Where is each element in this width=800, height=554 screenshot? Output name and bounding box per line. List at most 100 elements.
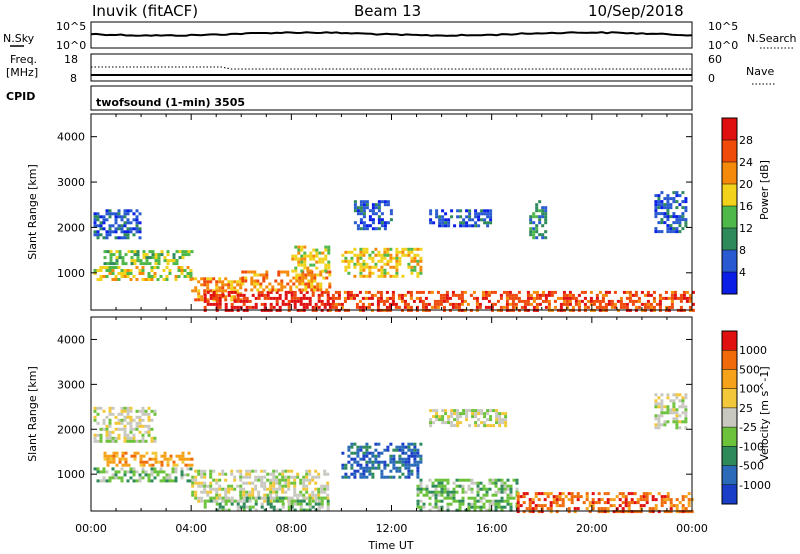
- velocity-y-axis: 1000 2000 3000 4000: [57, 333, 692, 481]
- date-title: 10/Sep/2018: [588, 2, 684, 20]
- cpid-row: CPID twofsound (1-min) 3505: [6, 85, 693, 111]
- region-0: [93, 467, 193, 483]
- power-ylabel: Slant Range [km]: [26, 164, 39, 260]
- region-12: [654, 191, 688, 234]
- nsearch-tick-top: 10^5: [708, 20, 738, 33]
- region-8: [429, 409, 508, 428]
- nsky-line: [90, 31, 693, 37]
- colorbar-tick-label: 1000: [739, 344, 767, 357]
- colorbar-tick-label: 25: [739, 402, 753, 415]
- colorbar-tick-label: 20: [739, 178, 753, 191]
- power-y-axis: 1000 2000 3000 4000: [57, 131, 692, 280]
- colorbar-segment: [722, 250, 737, 272]
- colorbar-tick-label: 12: [739, 222, 753, 235]
- region-5: [291, 245, 331, 273]
- region-9: [353, 200, 393, 231]
- velocity-cells: [93, 393, 694, 514]
- region-6: [516, 492, 694, 514]
- region-4: [241, 270, 332, 292]
- colorbar-segment: [722, 184, 737, 206]
- colorbar-tick-label: 16: [739, 200, 753, 213]
- region-6: [341, 247, 423, 278]
- colorbar-segment: [722, 331, 737, 351]
- freq-panel: Freq. [MHz] 18 8 60 0 Nave: [6, 53, 776, 85]
- y-tick-label: 4000: [57, 131, 85, 144]
- colorbar-tick-label: -500: [739, 460, 764, 473]
- colorbar-segment: [722, 272, 737, 294]
- x-tick-label: 00:00: [75, 522, 107, 535]
- x-tick-label: 16:00: [476, 522, 508, 535]
- colorbar-segment: [722, 350, 737, 370]
- colorbar-tick-label: -25: [739, 421, 757, 434]
- region-11: [529, 200, 548, 240]
- colorbar-tick-label: -100: [739, 440, 764, 453]
- station-title: Inuvik (fitACF): [92, 2, 198, 20]
- y-tick-label: 3000: [57, 176, 85, 189]
- colorbar-segment: [722, 484, 737, 504]
- region-3: [203, 290, 330, 312]
- x-tick-label: 12:00: [376, 522, 408, 535]
- colorbar-segment: [722, 162, 737, 184]
- nsearch-tick-bottom: 10^0: [708, 39, 738, 52]
- nsky-tick-top: 10^5: [56, 20, 86, 33]
- region-10: [429, 209, 493, 228]
- power-x-tickmarks: [90, 114, 693, 310]
- region-1: [103, 451, 194, 467]
- freq-label: Freq.: [10, 53, 37, 66]
- power-cells: [93, 191, 695, 312]
- freq-tick-bottom: 8: [70, 72, 77, 85]
- colorbar-segment: [722, 427, 737, 447]
- power-panel: 1000 2000 3000 4000 Slant Range [km] 4 8 12 16…: [26, 113, 771, 312]
- velocity-colorbar: 1000 500 100 25 -25 -100 -500 -1000: [721, 330, 771, 505]
- colorbar-segment: [722, 446, 737, 466]
- region-1: [103, 250, 194, 266]
- velocity-x-axis: 00:00 04:00 08:00 12:00 16:00 20:00 00:00: [75, 317, 708, 535]
- x-tick-label: 08:00: [275, 522, 307, 535]
- x-tick-label: 20:00: [576, 522, 608, 535]
- colorbar-tick-label: 28: [739, 134, 753, 147]
- power-colorbar: 4 8 12 16 20 24 28: [721, 117, 753, 295]
- x-tick-label: 00:00: [676, 522, 708, 535]
- nave-tick-bottom: 0: [708, 72, 715, 85]
- y-tick-label: 3000: [57, 378, 85, 391]
- colorbar-segment: [722, 407, 737, 428]
- colorbar-tick-label: 4: [739, 266, 746, 279]
- nave-label: Nave: [746, 65, 774, 78]
- cpid-label: CPID: [6, 90, 35, 103]
- power-colorbar-label: Power [dB]: [758, 160, 771, 220]
- colorbar-tick-label: 500: [739, 363, 760, 376]
- colorbar-tick-label: -1000: [739, 479, 771, 492]
- colorbar-tick-label: 100: [739, 383, 760, 396]
- region-4: [341, 442, 423, 479]
- y-tick-label: 4000: [57, 333, 85, 346]
- freq-unit: [MHz]: [6, 66, 38, 79]
- nsearch-label: N.Search: [747, 32, 797, 45]
- region-0: [93, 266, 193, 281]
- freq-tick-top: 18: [64, 53, 78, 66]
- colorbar-segment: [722, 228, 737, 250]
- cpid-text: twofsound (1-min) 3505: [96, 96, 245, 109]
- y-tick-label: 2000: [57, 221, 85, 234]
- colorbar-segment: [722, 369, 737, 389]
- region-9: [654, 393, 688, 430]
- y-tick-label: 1000: [57, 468, 85, 481]
- nsky-label: N.Sky: [3, 32, 35, 45]
- y-tick-label: 2000: [57, 423, 85, 436]
- velocity-ylabel: Slant Range [km]: [26, 366, 39, 462]
- colorbar-tick-label: 24: [739, 156, 753, 169]
- colorbar-segment: [722, 118, 737, 140]
- x-tick-label: 04:00: [175, 522, 207, 535]
- colorbar-segment: [722, 206, 737, 228]
- beam-title: Beam 13: [354, 2, 421, 20]
- nave-line: [91, 66, 692, 70]
- y-tick-label: 1000: [57, 267, 85, 280]
- nave-tick-top: 60: [708, 53, 722, 66]
- velocity-xlabel: Time UT: [367, 539, 413, 552]
- velocity-colorbar-label: Velocity [m s^-1]: [758, 366, 771, 461]
- nsky-tick-bottom: 10^0: [56, 39, 86, 52]
- colorbar-segment: [722, 388, 737, 408]
- colorbar-segment: [722, 465, 737, 485]
- region-8: [93, 209, 142, 240]
- nsky-panel: N.Sky 10^5 10^0 10^5 10^0 N.Search: [3, 20, 797, 52]
